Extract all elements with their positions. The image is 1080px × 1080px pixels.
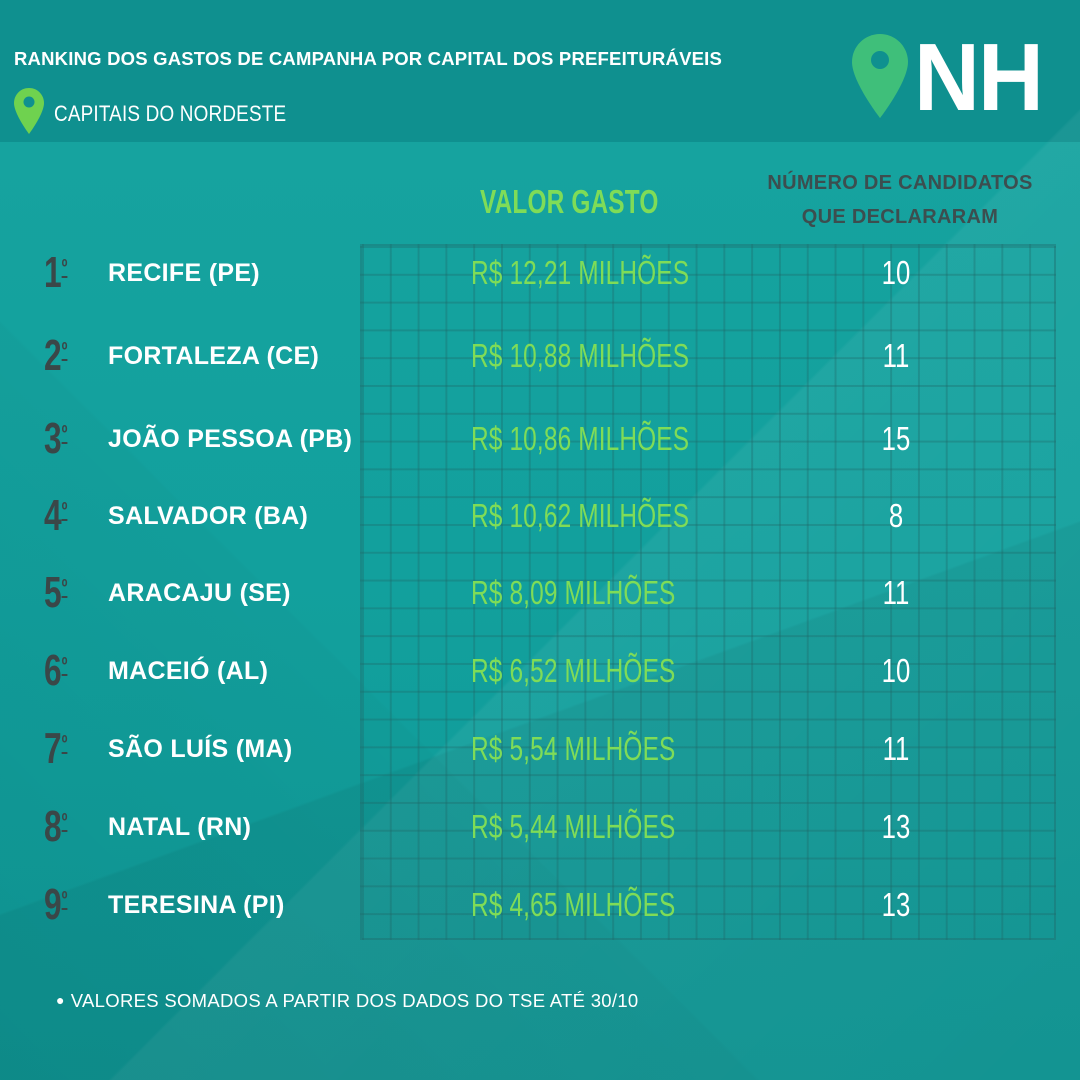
- city-name: SÃO LUÍS (MA): [108, 735, 293, 763]
- rank-number: 9º: [44, 880, 68, 929]
- rank-number: 5º: [44, 568, 68, 617]
- candidate-count: 13: [881, 808, 911, 845]
- rank-number: 7º: [44, 724, 68, 773]
- city-name: SALVADOR (BA): [108, 502, 309, 530]
- rank-number: 4º: [44, 491, 68, 540]
- valor-gasto: R$ 4,65 MILHÕES: [471, 886, 676, 923]
- logo: NH: [852, 30, 1049, 126]
- ranking-row: 6º MACEIÓ (AL) R$ 6,52 MILHÕES 10: [0, 641, 1080, 701]
- grid-background: [360, 244, 1056, 940]
- ranking-row: 7º SÃO LUÍS (MA) R$ 5,54 MILHÕES 11: [0, 719, 1080, 779]
- subtitle-text: CAPITAIS DO NORDESTE: [54, 100, 287, 126]
- ranking-row: 9º TERESINA (PI) R$ 4,65 MILHÕES 13: [0, 875, 1080, 935]
- ranking-row: 1º RECIFE (PE) R$ 12,21 MILHÕES 10: [0, 243, 1080, 303]
- candidate-count: 11: [882, 574, 910, 611]
- city-name: JOÃO PESSOA (PB): [108, 425, 353, 453]
- column-header-numero: NÚMERO DE CANDIDATOS QUE DECLARARAM: [748, 166, 1052, 234]
- map-pin-icon: [852, 33, 908, 123]
- rank-number: 8º: [44, 802, 68, 851]
- ranking-row: 2º FORTALEZA (CE) R$ 10,88 MILHÕES 11: [0, 326, 1080, 386]
- column-header-line: NÚMERO DE CANDIDATOS: [767, 172, 1033, 194]
- rank-number: 1º: [44, 248, 68, 297]
- page-title: RANKING DOS GASTOS DE CAMPANHA POR CAPIT…: [14, 48, 723, 69]
- valor-gasto: R$ 12,21 MILHÕES: [471, 254, 690, 291]
- ranking-row: 5º ARACAJU (SE) R$ 8,09 MILHÕES 11: [0, 563, 1080, 623]
- city-name: MACEIÓ (AL): [108, 657, 269, 685]
- candidate-count: 8: [888, 497, 904, 534]
- footnote: ● VALORES SOMADOS A PARTIR DOS DADOS DO T…: [56, 990, 639, 1012]
- valor-gasto: R$ 10,86 MILHÕES: [471, 420, 690, 457]
- candidate-count: 13: [881, 886, 911, 923]
- valor-gasto: R$ 5,54 MILHÕES: [471, 730, 676, 767]
- candidate-count: 10: [881, 254, 911, 291]
- column-header-line: QUE DECLARARAM: [801, 206, 999, 228]
- valor-gasto: R$ 10,62 MILHÕES: [471, 497, 690, 534]
- city-name: TERESINA (PI): [108, 891, 285, 919]
- background-panel: [0, 142, 1080, 1080]
- candidate-count: 10: [881, 652, 911, 689]
- map-pin-icon: [14, 88, 44, 139]
- logo-text: NH: [914, 24, 1044, 131]
- ranking-row: 8º NATAL (RN) R$ 5,44 MILHÕES 13: [0, 797, 1080, 857]
- city-name: ARACAJU (SE): [108, 579, 291, 607]
- column-header-valor: VALOR GASTO: [480, 183, 659, 220]
- rank-number: 6º: [44, 646, 68, 695]
- candidate-count: 11: [882, 730, 910, 767]
- valor-gasto: R$ 8,09 MILHÕES: [471, 574, 676, 611]
- bullet-icon: ●: [56, 992, 65, 1008]
- valor-gasto: R$ 5,44 MILHÕES: [471, 808, 676, 845]
- candidate-count: 11: [882, 337, 910, 374]
- rank-number: 2º: [44, 331, 68, 380]
- city-name: FORTALEZA (CE): [108, 342, 320, 370]
- ranking-row: 4º SALVADOR (BA) R$ 10,62 MILHÕES 8: [0, 486, 1080, 546]
- valor-gasto: R$ 6,52 MILHÕES: [471, 652, 676, 689]
- footnote-text: VALORES SOMADOS A PARTIR DOS DADOS DO TS…: [70, 990, 639, 1011]
- city-name: NATAL (RN): [108, 813, 252, 841]
- candidate-count: 15: [881, 420, 911, 457]
- rank-number: 3º: [44, 414, 68, 463]
- city-name: RECIFE (PE): [108, 259, 260, 287]
- subtitle: CAPITAIS DO NORDESTE: [14, 88, 324, 139]
- ranking-row: 3º JOÃO PESSOA (PB) R$ 10,86 MILHÕES 15: [0, 409, 1080, 469]
- valor-gasto: R$ 10,88 MILHÕES: [471, 337, 690, 374]
